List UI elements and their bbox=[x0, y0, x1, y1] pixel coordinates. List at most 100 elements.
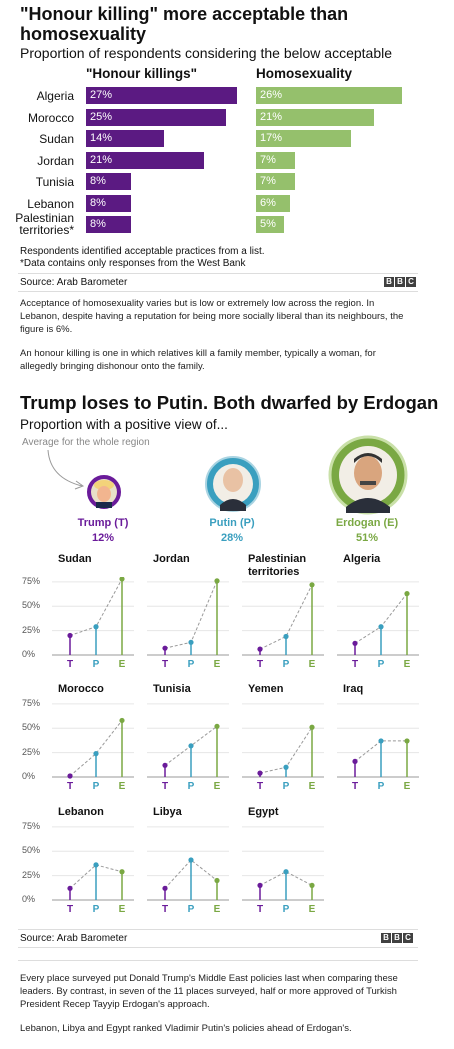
chart1-note-1: Respondents identified acceptable practi… bbox=[20, 246, 265, 257]
point-P bbox=[188, 857, 194, 863]
y-tick-label: 50% bbox=[22, 722, 41, 733]
point-P bbox=[283, 633, 289, 640]
row-label: Jordan bbox=[37, 153, 74, 168]
x-tick-label: E bbox=[404, 781, 411, 792]
x-tick-label: E bbox=[214, 659, 221, 670]
bar-homosexuality: 26% bbox=[256, 87, 402, 104]
average-arrow bbox=[47, 449, 85, 490]
x-tick-label: P bbox=[378, 781, 385, 792]
bar-homosexuality: 17% bbox=[256, 130, 352, 147]
point-P bbox=[93, 751, 99, 757]
chart2-title: Trump loses to Putin. Both dwarfed by Er… bbox=[20, 392, 439, 413]
x-tick-label: P bbox=[188, 904, 195, 915]
bar-value-label: 27% bbox=[90, 89, 113, 101]
panel-title: Iraq bbox=[343, 683, 364, 695]
panel-title: Yemen bbox=[248, 683, 284, 695]
y-tick-label: 50% bbox=[22, 845, 41, 856]
x-tick-label: P bbox=[283, 659, 290, 670]
trend-line bbox=[69, 864, 123, 889]
divider bbox=[18, 947, 418, 948]
x-tick-label: P bbox=[283, 781, 290, 792]
x-tick-label: E bbox=[404, 659, 411, 670]
chart2-subtitle: Proportion with a positive view of... bbox=[20, 417, 228, 432]
row-label: Sudan bbox=[39, 132, 74, 146]
point-P bbox=[378, 624, 384, 630]
trend-line bbox=[259, 584, 313, 650]
point-P bbox=[93, 624, 99, 630]
point-T bbox=[257, 882, 263, 888]
point-T bbox=[67, 632, 73, 639]
row-label: Lebanon bbox=[27, 196, 74, 211]
leader-label-putin: Putin (P) 28% bbox=[209, 517, 255, 544]
y-tick-label: 75% bbox=[22, 820, 41, 831]
point-E bbox=[119, 577, 125, 582]
point-E bbox=[214, 723, 220, 729]
chart1-title: "Honour killing" more acceptable than ho… bbox=[20, 4, 349, 44]
bar-honour-killing: 8% bbox=[86, 194, 131, 212]
panel-title: Morocco bbox=[58, 683, 104, 695]
point-E bbox=[309, 582, 315, 588]
bar-value-label: 17% bbox=[260, 132, 283, 144]
point-P bbox=[93, 862, 99, 868]
x-tick-label: E bbox=[214, 904, 221, 915]
point-P bbox=[283, 764, 289, 770]
point-E bbox=[309, 882, 315, 888]
x-tick-label: T bbox=[257, 781, 263, 792]
bar-value-label: 25% bbox=[90, 110, 113, 123]
x-tick-label: T bbox=[352, 781, 358, 792]
leader-label-erdogan: Erdogan (E) 51% bbox=[335, 517, 399, 544]
bar-homosexuality: 5% bbox=[256, 216, 284, 233]
point-E bbox=[119, 717, 125, 724]
y-tick-label: 0% bbox=[22, 894, 36, 904]
bar-homosexuality: 7% bbox=[256, 151, 296, 169]
x-tick-label: E bbox=[119, 781, 126, 792]
x-tick-label: T bbox=[352, 659, 358, 670]
bar-value-label: 8% bbox=[90, 196, 106, 209]
trend-line bbox=[164, 580, 218, 649]
bar-value-label: 7% bbox=[260, 175, 276, 187]
x-tick-label: P bbox=[93, 904, 100, 915]
putin-portrait bbox=[205, 456, 261, 512]
x-tick-label: E bbox=[119, 659, 126, 670]
panel-title: Sudan bbox=[58, 553, 92, 565]
leader-label-trump: Trump (T) 12% bbox=[77, 517, 129, 544]
point-P bbox=[283, 869, 289, 875]
bar-value-label: 14% bbox=[90, 132, 113, 144]
x-tick-label: P bbox=[378, 659, 385, 670]
bar-homosexuality: 7% bbox=[256, 173, 296, 190]
point-E bbox=[404, 590, 410, 597]
row-label: Palestinian territories* bbox=[15, 211, 74, 237]
x-tick-label: P bbox=[93, 781, 100, 792]
panel-title: Algeria bbox=[343, 553, 381, 565]
bar-value-label: 6% bbox=[260, 196, 276, 209]
bar-honour-killing: 25% bbox=[86, 108, 226, 126]
x-tick-label: P bbox=[283, 904, 290, 915]
point-T bbox=[352, 758, 358, 764]
bar-homosexuality: 21% bbox=[256, 108, 374, 126]
bar-value-label: 21% bbox=[260, 110, 283, 123]
x-tick-label: P bbox=[188, 659, 195, 670]
point-E bbox=[119, 869, 125, 875]
point-T bbox=[67, 773, 73, 779]
x-tick-label: E bbox=[214, 781, 221, 792]
divider bbox=[18, 960, 418, 961]
point-P bbox=[378, 738, 384, 744]
panel-title: Egypt bbox=[248, 806, 279, 818]
bar-homosexuality: 6% bbox=[256, 194, 290, 212]
y-tick-label: 25% bbox=[22, 869, 41, 880]
erdogan-portrait bbox=[328, 435, 408, 515]
x-tick-label: T bbox=[67, 659, 73, 670]
bar-honour-killing: 8% bbox=[86, 173, 131, 190]
y-tick-label: 50% bbox=[22, 600, 41, 611]
trump-portrait bbox=[85, 473, 123, 511]
bar-honour-killing: 21% bbox=[86, 151, 204, 169]
bar-honour-killing: 14% bbox=[86, 130, 165, 147]
x-tick-label: E bbox=[119, 904, 126, 915]
point-T bbox=[162, 645, 168, 651]
average-note: Average for the whole region bbox=[22, 437, 150, 448]
